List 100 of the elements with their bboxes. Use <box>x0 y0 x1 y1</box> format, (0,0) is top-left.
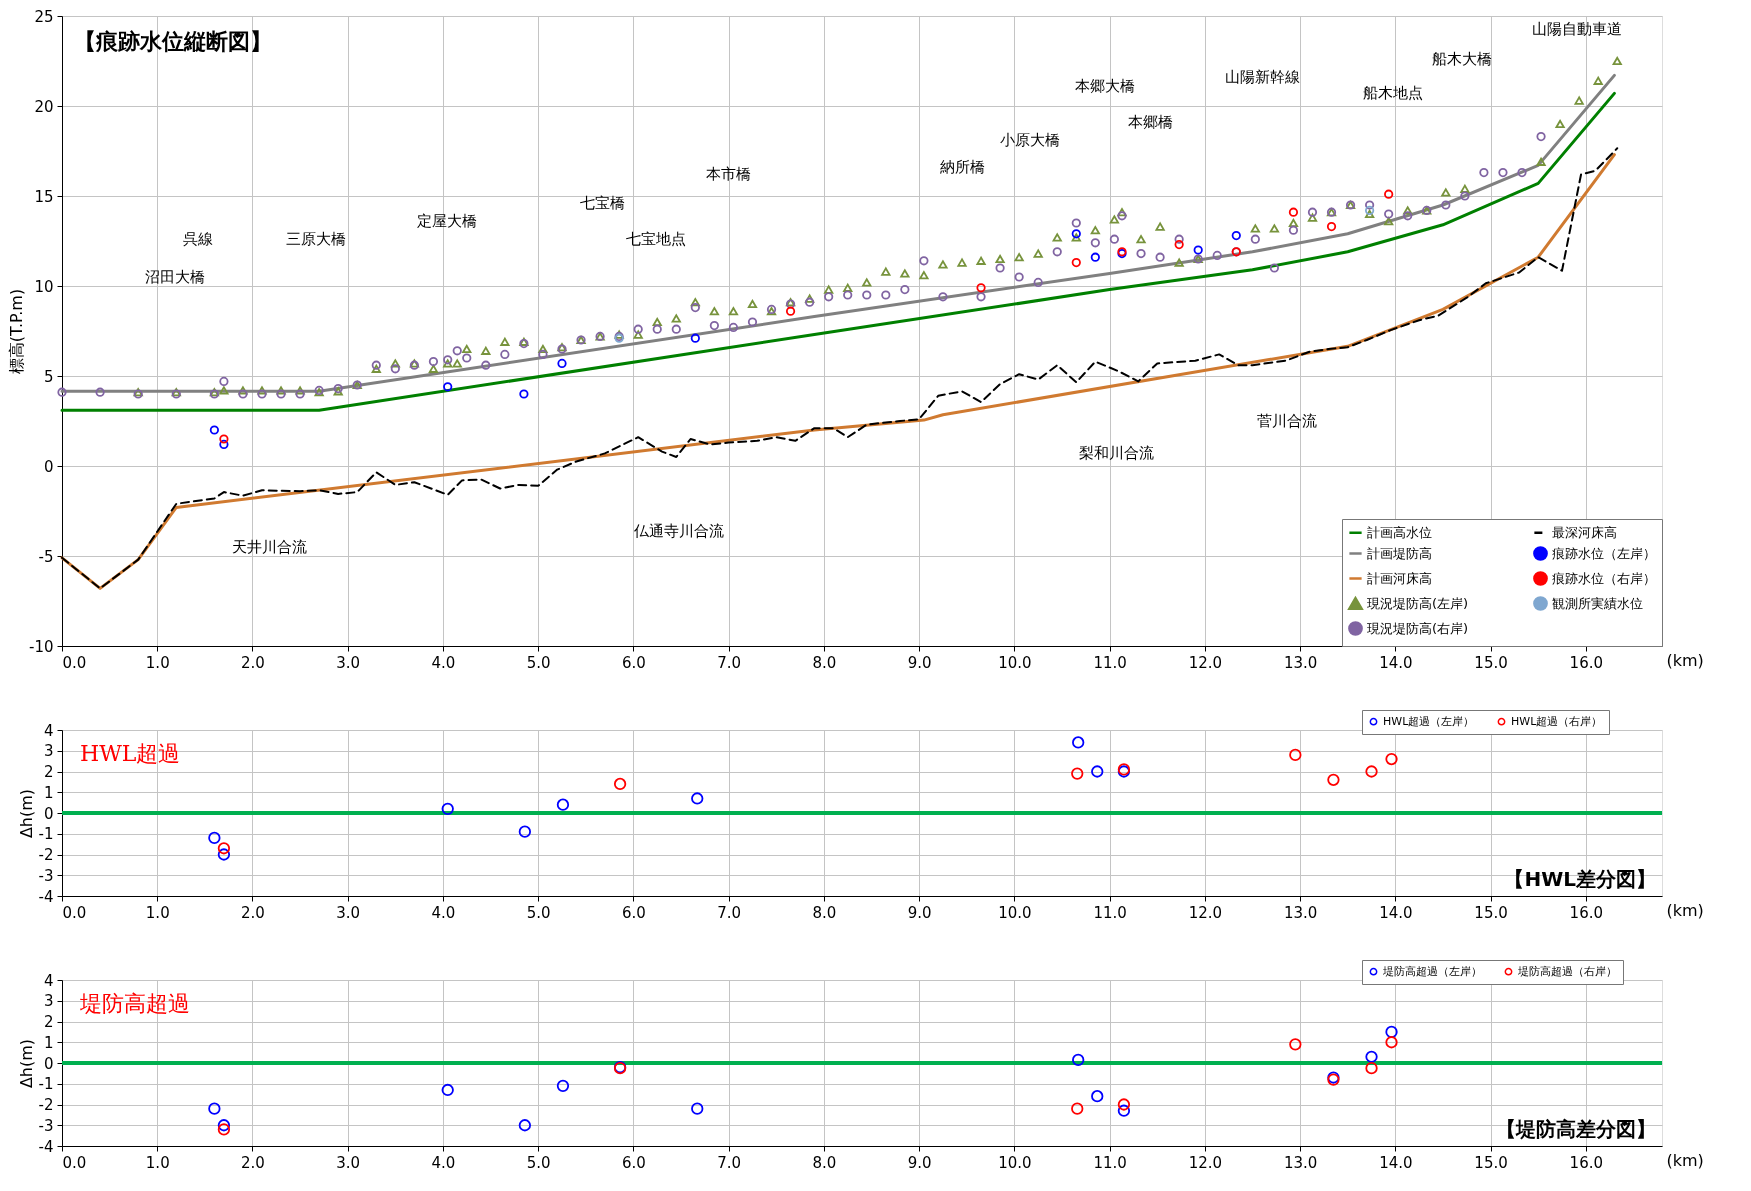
point <box>691 792 704 805</box>
annotation: 船木地点 <box>1363 84 1424 103</box>
point <box>556 1079 570 1092</box>
legend-label: 堤防高超過（左岸） <box>1382 964 1482 978</box>
x-tick-label: 9.0 <box>907 903 932 922</box>
point <box>1193 245 1203 255</box>
point <box>1365 1050 1378 1063</box>
x-tick-label: 5.0 <box>526 903 551 922</box>
y-tick-label: 15 <box>34 187 54 206</box>
y-tick-label: -2 <box>38 1096 54 1114</box>
point <box>785 306 796 316</box>
annotation: 堤防高超過 <box>79 991 190 1016</box>
x-tick-label: 2.0 <box>241 1153 265 1172</box>
x-tick-label: 5.0 <box>526 1153 551 1172</box>
x-tick-label: 7.0 <box>717 653 742 672</box>
x-tick-label: 4.0 <box>431 653 456 672</box>
x-tick-label: 13.0 <box>1283 653 1318 672</box>
x-tick-label: 13.0 <box>1283 903 1318 922</box>
y-tick-label: 4 <box>43 721 54 740</box>
y-tick-label: 0 <box>43 457 54 476</box>
point <box>1090 252 1100 262</box>
x-tick-label: 16.0 <box>1569 903 1604 922</box>
point <box>1365 205 1375 215</box>
x-tick-label: 8.0 <box>812 1153 837 1172</box>
annotation: 本郷大橋 <box>1074 77 1135 96</box>
x-tick-label: 1.0 <box>145 903 170 922</box>
y-tick-label: 1 <box>43 783 54 802</box>
point <box>1326 222 1337 232</box>
point <box>1174 240 1184 250</box>
point <box>1091 1090 1104 1103</box>
x-tick-label: 12.0 <box>1188 653 1223 672</box>
y-tick-label: -3 <box>38 866 54 885</box>
annotation: 山陽新幹線 <box>1225 68 1301 87</box>
legend-label: 最深河床高 <box>1552 524 1617 540</box>
x-tick-label: 1.0 <box>145 1153 170 1172</box>
y-tick-label: 10 <box>34 277 54 296</box>
point <box>208 831 221 845</box>
x-tick-label: 8.0 <box>812 903 837 922</box>
legend-label: 堤防高超過（右岸） <box>1517 964 1617 978</box>
y-tick-label: -4 <box>38 1137 54 1156</box>
y-tick-label: -2 <box>38 846 54 864</box>
x-tick-label: 4.0 <box>431 1153 456 1172</box>
x-tick-label: 9.0 <box>907 1153 932 1172</box>
x-tick-label: 11.0 <box>1093 653 1127 672</box>
point <box>519 389 529 399</box>
point <box>1117 1104 1131 1117</box>
annotation: 天井川合流 <box>232 538 308 556</box>
point <box>518 825 531 838</box>
annotation: 呉線 <box>183 230 214 249</box>
point <box>441 802 454 815</box>
x-tick-label: 12.0 <box>1188 1153 1223 1172</box>
annotation: 船木大橋 <box>1432 50 1492 69</box>
point <box>613 777 627 791</box>
text: 【堤防高差分図】 <box>1496 1117 1656 1141</box>
y-tick-label: 2 <box>43 1013 54 1031</box>
text: 【痕跡水位縦断図】 <box>74 29 272 54</box>
y-tick-label: 1 <box>43 1033 54 1052</box>
legend-label: HWL超過（左岸） <box>1383 714 1475 728</box>
y-axis-title: Δh(m) <box>16 1038 36 1089</box>
x-tick-label: 3.0 <box>336 903 361 922</box>
y-tick-label: -4 <box>38 887 54 906</box>
point <box>1365 1062 1378 1075</box>
legend-label: 痕跡水位（左岸） <box>1552 545 1656 561</box>
x-tick-label: 12.0 <box>1188 903 1223 922</box>
point <box>217 1123 231 1136</box>
point <box>1289 748 1302 762</box>
annotation: 本郷橋 <box>1128 113 1174 132</box>
point <box>1384 189 1394 199</box>
x-axis-title: (km) <box>1666 650 1704 670</box>
annotation: 三原大橋 <box>286 230 347 249</box>
y-axis-title: 標高(T.P.m) <box>7 288 26 375</box>
y-tick-label: 0 <box>43 804 54 823</box>
x-tick-label: 11.0 <box>1093 1153 1127 1172</box>
point <box>209 425 219 435</box>
x-tick-label: 15.0 <box>1474 1153 1508 1172</box>
legend-label: 痕跡水位（右岸） <box>1552 570 1656 586</box>
x-tick-label: 0.0 <box>62 903 87 922</box>
y-axis-title: Δh(m) <box>16 788 36 839</box>
x-axis-title: (km) <box>1666 1150 1704 1170</box>
point <box>557 358 567 368</box>
y-tick-label: 0 <box>43 1054 54 1073</box>
x-tick-label: 9.0 <box>907 653 932 672</box>
point <box>219 439 229 449</box>
x-tick-label: 8.0 <box>812 653 837 672</box>
x-tick-label: 7.0 <box>717 903 742 922</box>
point <box>208 1102 221 1115</box>
x-tick-label: 0.0 <box>62 1153 87 1172</box>
y-tick-label: 20 <box>34 97 54 116</box>
y-tick-label: 4 <box>43 971 54 990</box>
x-tick-label: 13.0 <box>1283 1153 1318 1172</box>
y-tick-label: 2 <box>43 763 54 781</box>
legend-label: 現況堤防高(左岸) <box>1367 595 1469 611</box>
x-tick-label: 3.0 <box>336 653 361 672</box>
point <box>1385 1036 1398 1049</box>
point <box>1289 1038 1302 1051</box>
x-tick-label: 14.0 <box>1379 903 1413 922</box>
y-tick-label: 3 <box>43 992 54 1011</box>
point <box>518 1119 531 1132</box>
x-tick-label: 5.0 <box>526 653 551 672</box>
annotation: 菅川合流 <box>1256 412 1317 430</box>
